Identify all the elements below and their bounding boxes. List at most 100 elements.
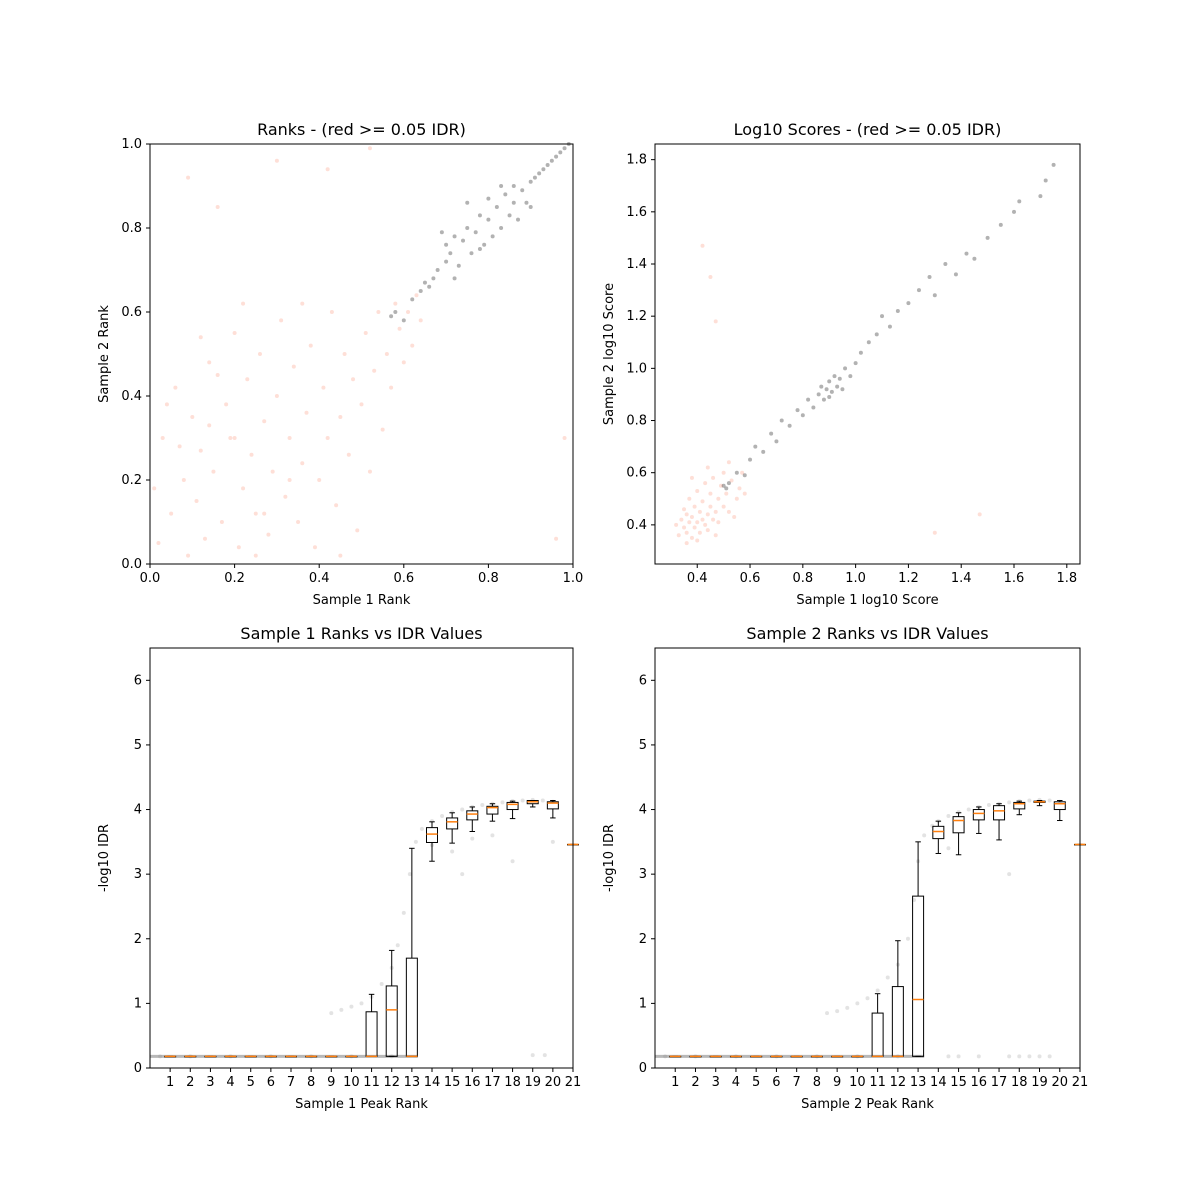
data-point-fail	[262, 419, 267, 424]
y-tick-label: 6	[134, 673, 142, 688]
data-point-pass	[558, 150, 563, 155]
data-point	[440, 814, 445, 818]
data-point-fail	[160, 436, 165, 440]
data-point-pass	[477, 247, 482, 251]
data-point-pass	[998, 222, 1003, 227]
data-point-pass	[880, 314, 885, 319]
data-point-pass	[916, 288, 921, 293]
data-point-fail	[334, 503, 339, 508]
data-point-fail	[241, 301, 246, 306]
x-tick-label: 2	[691, 1075, 699, 1090]
data-point-fail	[742, 491, 747, 496]
x-axis-label: Sample 1 Rank	[313, 593, 411, 608]
box-iqr	[546, 801, 559, 810]
data-point	[460, 872, 465, 877]
x-tick-label: 1	[671, 1075, 679, 1090]
data-point-fail	[156, 541, 161, 545]
data-point-pass	[562, 146, 567, 151]
data-point-pass	[726, 481, 731, 486]
box-20	[1053, 799, 1066, 822]
y-tick-label: 0.6	[121, 305, 142, 320]
data-point-pass	[439, 230, 444, 235]
x-tick-label: 19	[1031, 1075, 1048, 1090]
data-point-pass	[795, 408, 800, 413]
box-iqr	[506, 801, 519, 811]
box-3	[709, 1055, 722, 1058]
data-point-pass	[401, 318, 406, 323]
data-point	[1047, 798, 1052, 803]
y-tick-label: 0.8	[121, 221, 142, 236]
x-tick-label: 16	[971, 1075, 988, 1090]
data-point-fail	[724, 491, 729, 496]
x-tick-label: 12	[890, 1075, 907, 1090]
x-tick-label: 8	[307, 1075, 315, 1090]
data-point	[956, 1054, 961, 1059]
data-point-fail	[186, 175, 191, 180]
data-point-fail	[703, 522, 708, 527]
data-point-pass	[774, 439, 779, 444]
y-tick-label: 1.4	[626, 257, 647, 272]
data-point	[407, 872, 412, 877]
data-point-fail	[300, 301, 305, 306]
y-axis-label: Sample 2 Rank	[97, 305, 112, 403]
data-point-pass	[779, 418, 784, 423]
data-point-fail	[287, 436, 292, 440]
data-point-pass	[1043, 178, 1048, 183]
data-point-fail	[684, 541, 689, 546]
data-point-fail	[308, 343, 313, 348]
data-point-pass	[1012, 209, 1017, 214]
data-point-fail	[393, 301, 398, 306]
data-point-pass	[549, 158, 554, 163]
data-point-fail	[716, 496, 721, 501]
data-point-pass	[837, 376, 842, 381]
box-iqr	[405, 957, 418, 1057]
plot-area	[152, 142, 571, 558]
x-tick-label: 17	[991, 1075, 1008, 1090]
data-point-pass	[507, 213, 512, 218]
data-point-fail	[152, 486, 157, 491]
data-point-fail	[325, 436, 330, 440]
box-20	[546, 799, 559, 819]
data-point-fail	[287, 478, 292, 482]
y-tick-label: 0.2	[121, 473, 142, 488]
data-point-pass	[545, 163, 550, 167]
data-point	[401, 910, 406, 915]
x-tick-label: 1	[166, 1075, 174, 1090]
data-point-pass	[827, 379, 832, 384]
box-14	[932, 820, 945, 854]
x-axis-label: Sample 1 log10 Score	[796, 593, 938, 608]
box-4	[224, 1055, 237, 1058]
data-point	[875, 988, 880, 993]
data-point	[966, 807, 971, 812]
x-tick-label: 20	[545, 1075, 562, 1090]
data-point-fail	[689, 515, 694, 520]
data-point-fail	[236, 545, 241, 550]
x-tick-label: 4	[226, 1075, 234, 1090]
data-point-fail	[692, 504, 697, 509]
data-point-pass	[811, 405, 816, 410]
data-point-fail	[705, 528, 710, 533]
data-point-fail	[274, 394, 279, 398]
data-point-fail	[932, 530, 937, 535]
y-tick-label: 6	[639, 673, 647, 688]
data-point	[550, 839, 555, 844]
data-point-pass	[431, 276, 436, 281]
axes-frame	[149, 647, 574, 1069]
x-tick-label: 6	[267, 1075, 275, 1090]
plot-area	[655, 797, 1086, 1059]
data-point-pass	[422, 280, 427, 285]
y-axis-label: -log10 IDR	[602, 824, 617, 892]
data-point	[470, 836, 475, 841]
data-point-pass	[1051, 162, 1056, 167]
data-point-pass	[816, 392, 821, 397]
x-tick-label: 0.6	[740, 571, 761, 586]
data-point-fail	[177, 444, 182, 449]
data-point-fail	[198, 448, 203, 453]
data-point-fail	[270, 469, 275, 474]
data-point	[1037, 1054, 1042, 1059]
y-tick-label: 1.0	[626, 361, 647, 376]
data-point-pass	[742, 473, 747, 478]
data-point-fail	[687, 520, 692, 525]
data-point-pass	[943, 262, 948, 266]
